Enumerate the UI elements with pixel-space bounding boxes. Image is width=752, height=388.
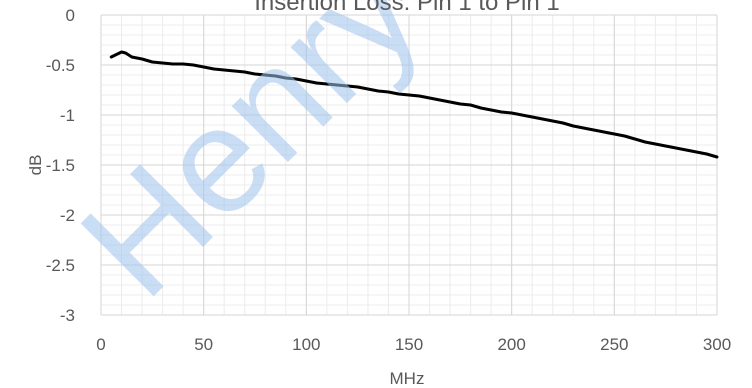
x-tick-label: 100	[292, 335, 320, 354]
y-axis-title: dB	[26, 155, 45, 176]
y-tick-label: -3	[60, 306, 75, 325]
chart-title: Insertion Loss: Pin 1 to Pin 1	[254, 0, 560, 16]
x-tick-label: 250	[600, 335, 628, 354]
x-tick-label: 150	[395, 335, 423, 354]
y-tick-label: -2.5	[46, 256, 75, 275]
watermark-text: Henry	[49, 0, 451, 328]
x-tick-label: 50	[194, 335, 213, 354]
x-tick-label: 200	[497, 335, 525, 354]
y-tick-label: -2	[60, 206, 75, 225]
y-tick-labels: 0 -0.5 -1 -1.5 -2 -2.5 -3	[46, 6, 75, 325]
x-axis-title: MHz	[390, 369, 425, 388]
y-tick-label: -1.5	[46, 156, 75, 175]
y-tick-label: -1	[60, 106, 75, 125]
x-tick-labels: 0 50 100 150 200 250 300	[96, 335, 731, 354]
x-tick-label: 0	[96, 335, 105, 354]
y-tick-label: -0.5	[46, 56, 75, 75]
x-tick-label: 300	[703, 335, 731, 354]
y-tick-label: 0	[66, 6, 75, 25]
